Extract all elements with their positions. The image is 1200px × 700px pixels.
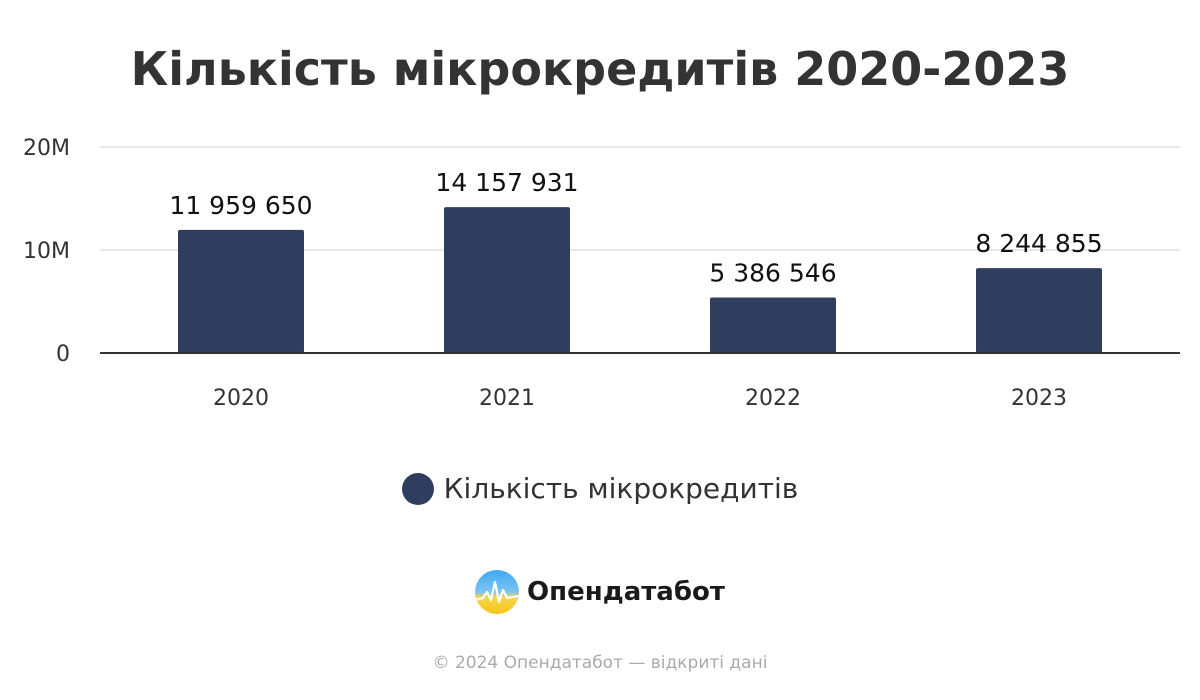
bar[interactable] [710,297,836,353]
bar[interactable] [178,229,304,353]
data-label: 8 244 855 [975,229,1102,258]
legend-swatch [401,472,434,505]
bar-chart: 0 10M 20M 11 959 650 14 157 931 5 386 546 8 2… [23,136,1180,411]
x-tick-label: 2020 [213,386,269,411]
y-tick-label: 10M [23,239,70,264]
bar[interactable] [976,268,1102,353]
data-labels: 11 959 650 14 157 931 5 386 546 8 244 855 [169,168,1102,287]
y-axis-tick-labels: 0 10M 20M [23,136,70,367]
x-tick-label: 2021 [479,386,535,411]
x-tick-label: 2023 [1011,386,1067,411]
brand-name: Опендатабот [527,577,725,607]
data-label: 14 157 931 [435,168,578,197]
brand: Опендатабот [0,570,1200,614]
footer-copyright: © 2024 Опендатабот — відкриті дані [432,653,768,673]
opendatabot-logo-icon [475,570,520,614]
x-tick-label: 2022 [745,386,801,411]
bars [178,207,1102,353]
legend-label: Кількість мікрокредитів [443,472,799,505]
x-axis-tick-labels: 2020 2021 2022 2023 [213,386,1067,411]
chart-title: Кількість мікрокредитів 2020-2023 [130,42,1070,96]
data-label: 5 386 546 [709,259,836,288]
y-tick-label: 0 [56,342,70,367]
y-tick-label: 20M [23,136,70,161]
bar[interactable] [444,207,570,353]
data-label: 11 959 650 [169,191,312,220]
legend[interactable]: Кількість мікрокредитів [0,472,1200,505]
